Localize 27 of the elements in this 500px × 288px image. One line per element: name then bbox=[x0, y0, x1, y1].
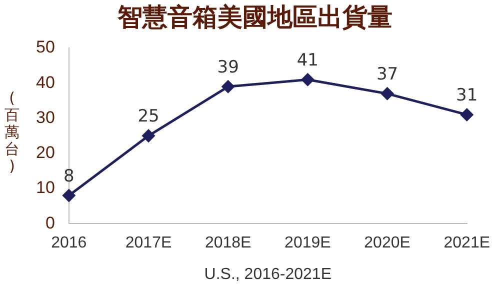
y-tick-label: 50 bbox=[36, 38, 55, 57]
point bbox=[381, 87, 394, 100]
x-tick-label: 2019E bbox=[284, 234, 331, 252]
y-tick-label: 30 bbox=[36, 108, 55, 127]
y-tick-label: 10 bbox=[36, 178, 55, 198]
y-axis-title: (百萬台) bbox=[4, 89, 20, 175]
data-label: 25 bbox=[138, 106, 160, 127]
x-tick-label: 2018E bbox=[204, 234, 252, 252]
y-tick-label: 0 bbox=[45, 213, 55, 232]
point bbox=[301, 73, 314, 86]
chart-title: 智慧音箱美國地區出貨量 bbox=[116, 2, 392, 32]
data-label: 39 bbox=[217, 58, 239, 78]
x-tick-label: 2016 bbox=[51, 234, 87, 252]
data-label: 31 bbox=[456, 86, 478, 106]
point bbox=[222, 80, 234, 93]
point bbox=[460, 108, 474, 121]
x-tick-label: 2017E bbox=[125, 234, 172, 252]
data-label: 8 bbox=[63, 166, 74, 186]
y-tick-label: 20 bbox=[36, 143, 55, 162]
data-label: 37 bbox=[376, 64, 398, 85]
y-tick-label: 40 bbox=[36, 72, 55, 92]
x-axis-title: U.S., 2016-2021E bbox=[204, 266, 332, 283]
x-tick-label: 2021E bbox=[444, 234, 490, 252]
data-label: 41 bbox=[296, 50, 319, 71]
point bbox=[142, 130, 155, 142]
x-tick-label: 2020E bbox=[364, 234, 410, 252]
point bbox=[62, 189, 76, 202]
